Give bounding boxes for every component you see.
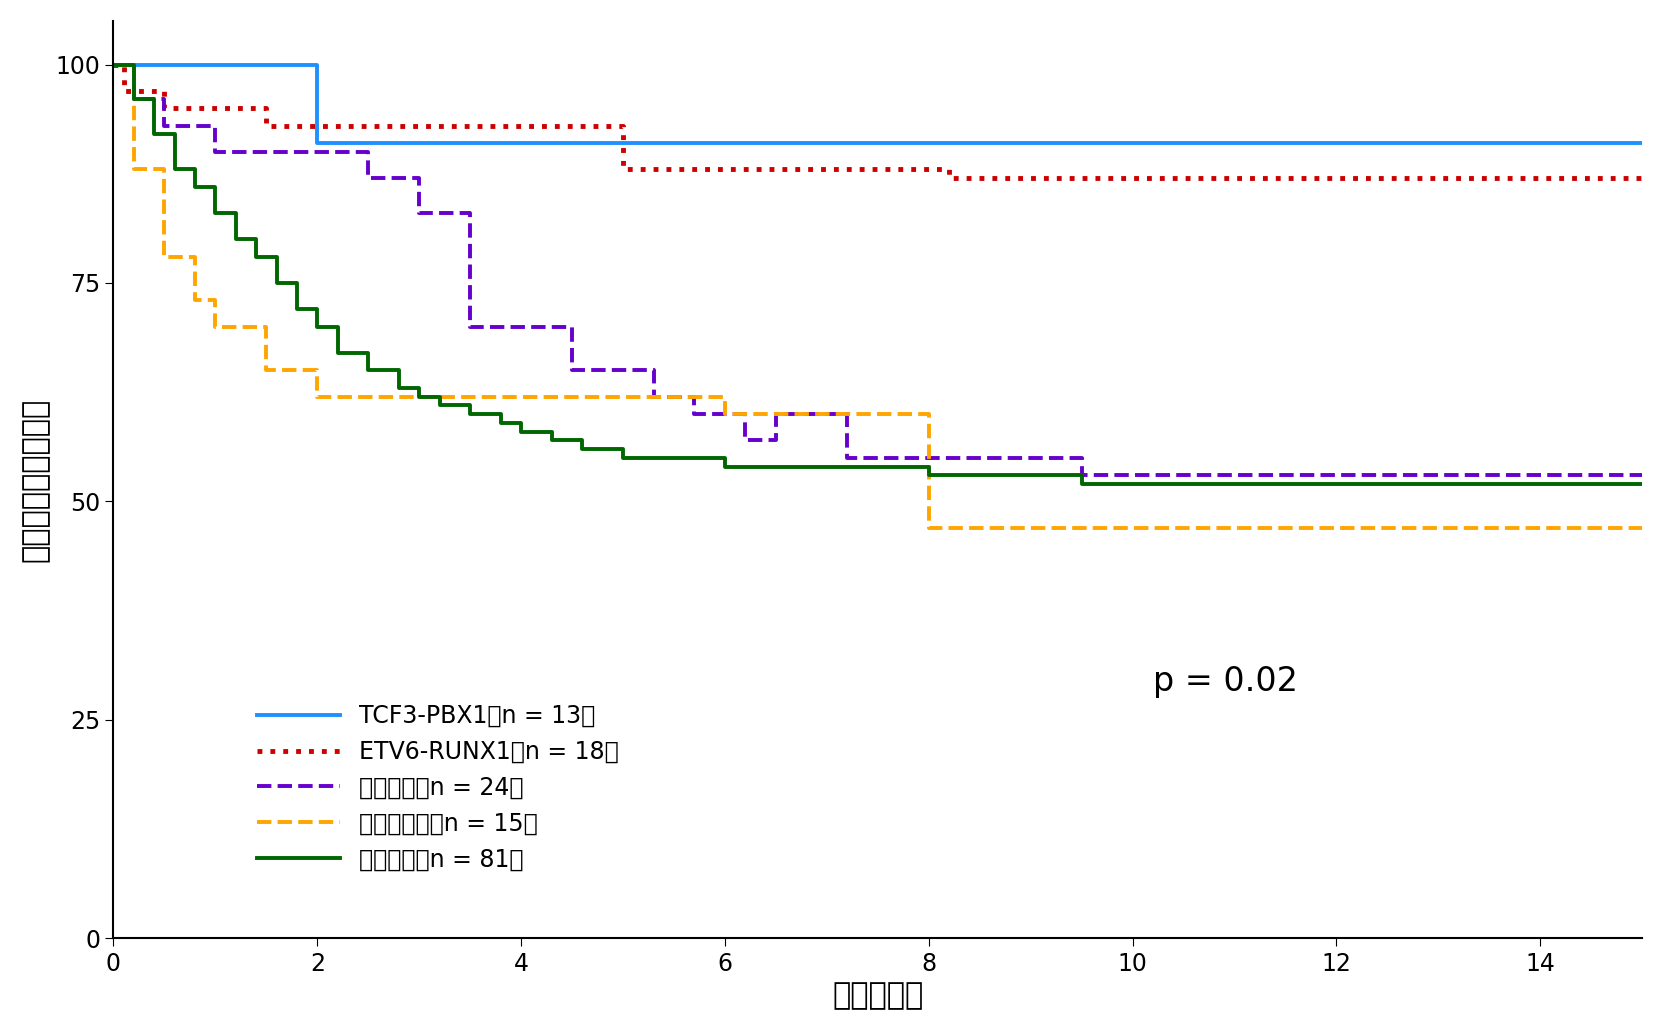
その他異常（n = 15） [123, 163, 143, 175]
Line: TCF3-PBX1（n = 13）: TCF3-PBX1（n = 13） [113, 65, 1641, 143]
高二倍体（n = 24） [562, 364, 582, 376]
ETV6-RUNX1（n = 18） [614, 163, 634, 175]
ETV6-RUNX1（n = 18） [940, 172, 960, 185]
ETV6-RUNX1（n = 18） [113, 85, 133, 97]
異常なし（n = 81） [123, 59, 143, 71]
高二倍体（n = 24） [155, 93, 175, 105]
TCF3-PBX1（n = 13） [135, 59, 155, 71]
その他異常（n = 15） [256, 364, 276, 376]
高二倍体（n = 24） [461, 207, 481, 220]
その他異常（n = 15） [155, 163, 175, 175]
高二倍体（n = 24） [562, 321, 582, 333]
その他異常（n = 15） [918, 408, 938, 421]
Line: 高二倍体（n = 24）: 高二倍体（n = 24） [113, 65, 1641, 475]
高二倍体（n = 24） [685, 408, 705, 421]
高二倍体（n = 24） [358, 172, 378, 185]
Y-axis label: 無再発生存率（％）: 無再発生存率（％） [22, 398, 50, 562]
高二倍体（n = 24） [1071, 469, 1091, 481]
高二倍体（n = 24） [1631, 469, 1651, 481]
高二倍体（n = 24） [123, 59, 143, 71]
高二倍体（n = 24） [836, 408, 856, 421]
高二倍体（n = 24） [836, 452, 856, 464]
その他異常（n = 15） [103, 59, 123, 71]
高二倍体（n = 24） [918, 452, 938, 464]
ETV6-RUNX1（n = 18） [155, 85, 175, 97]
その他異常（n = 15） [715, 408, 735, 421]
高二倍体（n = 24） [1276, 469, 1295, 481]
高二倍体（n = 24） [735, 408, 755, 421]
TCF3-PBX1（n = 13） [308, 59, 328, 71]
ETV6-RUNX1（n = 18） [113, 59, 133, 71]
ETV6-RUNX1（n = 18） [1631, 172, 1651, 185]
高二倍体（n = 24） [206, 120, 226, 132]
高二倍体（n = 24） [1276, 469, 1295, 481]
ETV6-RUNX1（n = 18） [256, 120, 276, 132]
高二倍体（n = 24） [685, 391, 705, 403]
高二倍体（n = 24） [155, 120, 175, 132]
高二倍体（n = 24） [767, 408, 787, 421]
その他異常（n = 15） [918, 522, 938, 534]
高二倍体（n = 24） [918, 452, 938, 464]
ETV6-RUNX1（n = 18） [614, 120, 634, 132]
TCF3-PBX1（n = 13） [308, 137, 328, 149]
ETV6-RUNX1（n = 18） [155, 102, 175, 114]
高二倍体（n = 24） [123, 93, 143, 105]
Line: 異常なし（n = 81）: 異常なし（n = 81） [113, 65, 1641, 484]
TCF3-PBX1（n = 13） [1631, 137, 1651, 149]
高二倍体（n = 24） [409, 207, 429, 220]
高二倍体（n = 24） [644, 391, 664, 403]
Legend: TCF3-PBX1（n = 13）, ETV6-RUNX1（n = 18）, 高二倍体（n = 24）, その他異常（n = 15）, 異常なし（n = 81）: TCF3-PBX1（n = 13）, ETV6-RUNX1（n = 18）, 高… [248, 695, 627, 880]
異常なし（n = 81） [461, 399, 481, 411]
Line: その他異常（n = 15）: その他異常（n = 15） [113, 65, 1641, 528]
その他異常（n = 15） [206, 294, 226, 306]
TCF3-PBX1（n = 13） [103, 59, 123, 71]
高二倍体（n = 24） [767, 434, 787, 446]
高二倍体（n = 24） [1071, 452, 1091, 464]
高二倍体（n = 24） [103, 59, 123, 71]
その他異常（n = 15） [308, 364, 328, 376]
高二倍体（n = 24） [644, 364, 664, 376]
異常なし（n = 81） [1631, 477, 1651, 490]
異常なし（n = 81） [511, 426, 530, 438]
ETV6-RUNX1（n = 18） [940, 163, 960, 175]
ETV6-RUNX1（n = 18） [103, 59, 123, 71]
その他異常（n = 15） [1631, 522, 1651, 534]
その他異常（n = 15） [155, 251, 175, 263]
異常なし（n = 81） [614, 452, 634, 464]
その他異常（n = 15） [715, 391, 735, 403]
Line: ETV6-RUNX1（n = 18）: ETV6-RUNX1（n = 18） [113, 65, 1641, 178]
その他異常（n = 15） [206, 321, 226, 333]
高二倍体（n = 24） [409, 172, 429, 185]
高二倍体（n = 24） [735, 434, 755, 446]
TCF3-PBX1（n = 13） [135, 59, 155, 71]
その他異常（n = 15） [256, 321, 276, 333]
異常なし（n = 81） [103, 59, 123, 71]
異常なし（n = 81） [308, 321, 328, 333]
異常なし（n = 81） [1071, 477, 1091, 490]
ETV6-RUNX1（n = 18） [256, 102, 276, 114]
X-axis label: 診断後年数: 診断後年数 [832, 982, 923, 1010]
Text: p = 0.02: p = 0.02 [1152, 665, 1299, 698]
高二倍体（n = 24） [461, 321, 481, 333]
その他異常（n = 15） [123, 59, 143, 71]
その他異常（n = 15） [308, 391, 328, 403]
異常なし（n = 81） [491, 417, 511, 429]
その他異常（n = 15） [185, 294, 205, 306]
高二倍体（n = 24） [358, 145, 378, 158]
その他異常（n = 15） [185, 251, 205, 263]
高二倍体（n = 24） [206, 145, 226, 158]
